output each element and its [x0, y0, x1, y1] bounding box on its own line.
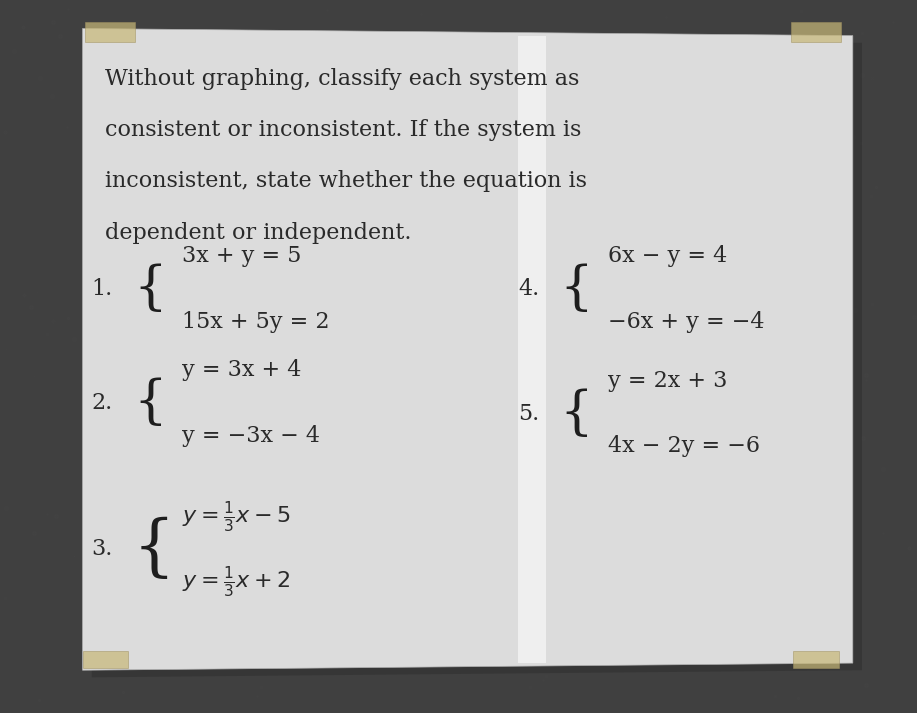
Text: 5.: 5.	[518, 403, 539, 424]
Text: inconsistent, state whether the equation is: inconsistent, state whether the equation…	[105, 170, 588, 193]
FancyBboxPatch shape	[518, 36, 546, 663]
Text: consistent or inconsistent. If the system is: consistent or inconsistent. If the syste…	[105, 119, 581, 141]
Text: {: {	[559, 388, 593, 439]
Text: {: {	[133, 377, 167, 429]
Text: {: {	[133, 516, 175, 582]
Text: $y = \frac{1}{3}x - 5$: $y = \frac{1}{3}x - 5$	[182, 498, 290, 534]
Text: {: {	[559, 263, 593, 314]
FancyBboxPatch shape	[790, 22, 841, 42]
Text: 1.: 1.	[92, 278, 113, 299]
Text: y = −3x − 4: y = −3x − 4	[182, 425, 319, 446]
Text: Without graphing, classify each system as: Without graphing, classify each system a…	[105, 68, 580, 90]
Text: $y = \frac{1}{3}x + 2$: $y = \frac{1}{3}x + 2$	[182, 564, 290, 600]
Text: 2.: 2.	[92, 392, 113, 414]
Text: 4.: 4.	[518, 278, 539, 299]
Text: dependent or independent.: dependent or independent.	[105, 222, 412, 244]
Text: y = 2x + 3: y = 2x + 3	[608, 370, 727, 391]
Polygon shape	[92, 36, 862, 677]
Text: {: {	[133, 263, 167, 314]
FancyBboxPatch shape	[793, 650, 839, 669]
Text: y = 3x + 4: y = 3x + 4	[182, 359, 301, 381]
Text: 15x + 5y = 2: 15x + 5y = 2	[182, 311, 329, 332]
FancyBboxPatch shape	[84, 22, 135, 42]
Polygon shape	[83, 29, 853, 670]
Text: 6x − y = 4: 6x − y = 4	[608, 245, 727, 267]
Text: 4x − 2y = −6: 4x − 2y = −6	[608, 436, 760, 457]
Text: 3x + y = 5: 3x + y = 5	[182, 245, 301, 267]
FancyBboxPatch shape	[83, 650, 128, 669]
Text: 3.: 3.	[92, 538, 113, 560]
Text: −6x + y = −4: −6x + y = −4	[608, 311, 765, 332]
